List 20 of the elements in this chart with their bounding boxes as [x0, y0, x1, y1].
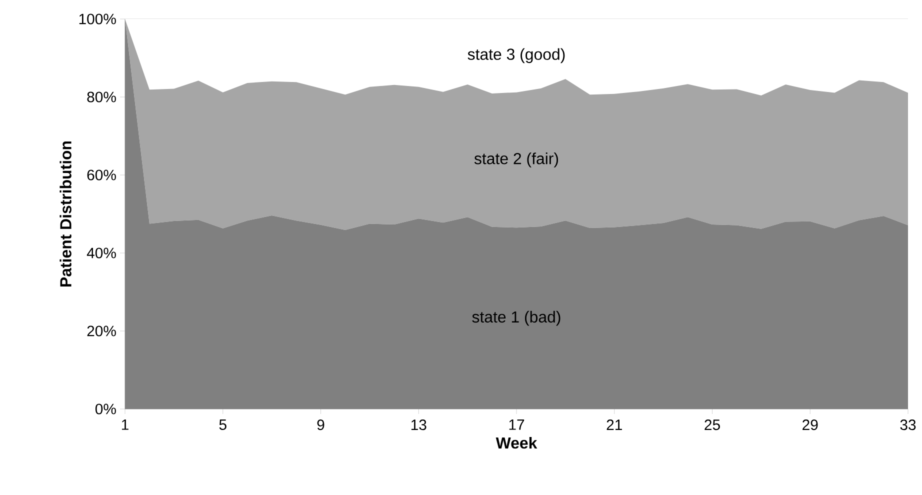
y-tick-label: 80%	[87, 92, 116, 102]
x-tick-label: 13	[411, 420, 426, 430]
x-tick-label: 5	[219, 420, 226, 430]
x-tick-label: 1	[122, 420, 128, 430]
x-tick-label: 9	[317, 420, 324, 430]
x-tick-label: 21	[606, 420, 622, 430]
x-axis-title: Week	[496, 436, 538, 449]
x-tick-label: 17	[509, 420, 524, 430]
y-tick-label: 20%	[87, 326, 116, 336]
x-tick-label: 33	[900, 420, 916, 430]
y-tick-label: 100%	[79, 14, 116, 24]
series-label: state 3 (good)	[468, 48, 565, 64]
y-tick-label: 60%	[87, 170, 116, 180]
x-tick-label: 25	[704, 420, 720, 430]
x-tick-label: 29	[802, 420, 818, 430]
y-tick-label: 0%	[95, 404, 116, 414]
series-label: state 1 (bad)	[472, 310, 560, 326]
y-tick-label: 40%	[86, 248, 116, 258]
y-axis-title: Patient Distribution	[60, 141, 72, 286]
series-label: state 2 (fair)	[474, 152, 558, 168]
